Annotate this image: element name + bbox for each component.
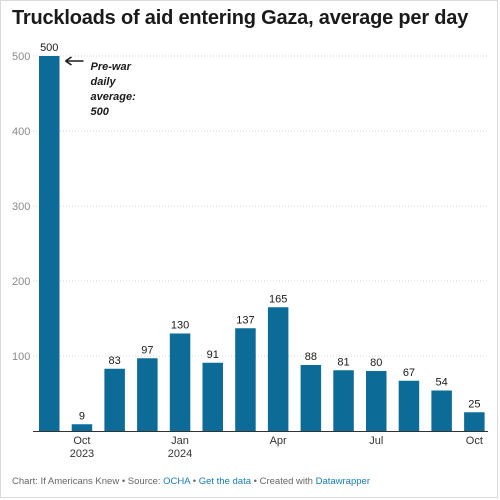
bar	[398, 380, 420, 431]
data-labels: 500 9 83 97 130 91 137 165 88 81 80 67 54 25	[40, 42, 480, 422]
annotation-text: Pre-war	[91, 61, 132, 73]
bar	[169, 333, 191, 431]
bars	[39, 56, 485, 431]
data-label: 500	[40, 42, 58, 54]
bar	[104, 368, 125, 431]
x-tick-label: Oct	[73, 435, 90, 447]
annotation-arrowhead	[65, 56, 72, 66]
footer-separator: •	[190, 476, 199, 487]
bar-chart: 100 200 300 400 500 500 9 83 97 130 91 137 165 88 81 8…	[12, 42, 488, 460]
data-label: 67	[403, 367, 415, 379]
get-data-link[interactable]: Get the data	[198, 476, 252, 487]
y-tick-label: 200	[12, 276, 30, 288]
gridlines	[33, 55, 488, 357]
y-tick-label: 300	[12, 201, 30, 213]
chart-footer: Chart: If Americans Knew • Source: OCHA …	[12, 476, 492, 487]
annotation-text: average:	[91, 91, 137, 103]
x-tick-label: Jan	[171, 435, 189, 447]
annotation: Pre-war daily average: 500	[65, 56, 137, 118]
data-label: 54	[436, 377, 448, 389]
data-label: 81	[337, 356, 349, 368]
footer-credit: Chart: If Americans Knew • Source:	[12, 476, 164, 487]
x-tick-label: Jul	[369, 435, 383, 447]
bar	[267, 307, 289, 431]
y-tick-label: 400	[12, 126, 30, 138]
source-link[interactable]: OCHA	[163, 476, 191, 487]
bar	[235, 328, 256, 431]
data-label: 80	[370, 357, 382, 369]
y-tick-label: 500	[12, 51, 30, 63]
chart-title: Truckloads of aid entering Gaza, average…	[12, 7, 469, 29]
data-label: 9	[79, 410, 85, 422]
data-label: 91	[207, 349, 219, 361]
bar	[366, 371, 387, 431]
y-tick-label: 100	[12, 351, 30, 363]
annotation-text: 500	[91, 106, 110, 118]
datawrapper-link[interactable]: Datawrapper	[315, 476, 370, 487]
y-axis-ticks: 100 200 300 400 500	[12, 51, 30, 363]
x-tick-label: Apr	[270, 435, 287, 447]
x-tick-label: 2023	[70, 448, 94, 460]
data-label: 88	[305, 351, 317, 363]
bar	[333, 370, 354, 431]
bar	[71, 424, 93, 431]
data-label: 137	[236, 314, 254, 326]
data-label: 97	[141, 344, 153, 356]
bar	[39, 56, 60, 431]
bar	[464, 412, 485, 431]
bar	[300, 365, 322, 431]
data-label: 130	[171, 320, 189, 332]
x-tick-label: Oct	[466, 435, 483, 447]
annotation-text: daily	[91, 76, 117, 88]
bar	[137, 358, 158, 431]
footer-created-with: • Created with	[251, 476, 316, 487]
data-label: 165	[269, 293, 287, 305]
bar	[202, 362, 223, 431]
data-label: 25	[468, 398, 480, 410]
bar	[431, 390, 452, 431]
x-tick-label: 2024	[168, 448, 192, 460]
data-label: 83	[109, 355, 121, 367]
